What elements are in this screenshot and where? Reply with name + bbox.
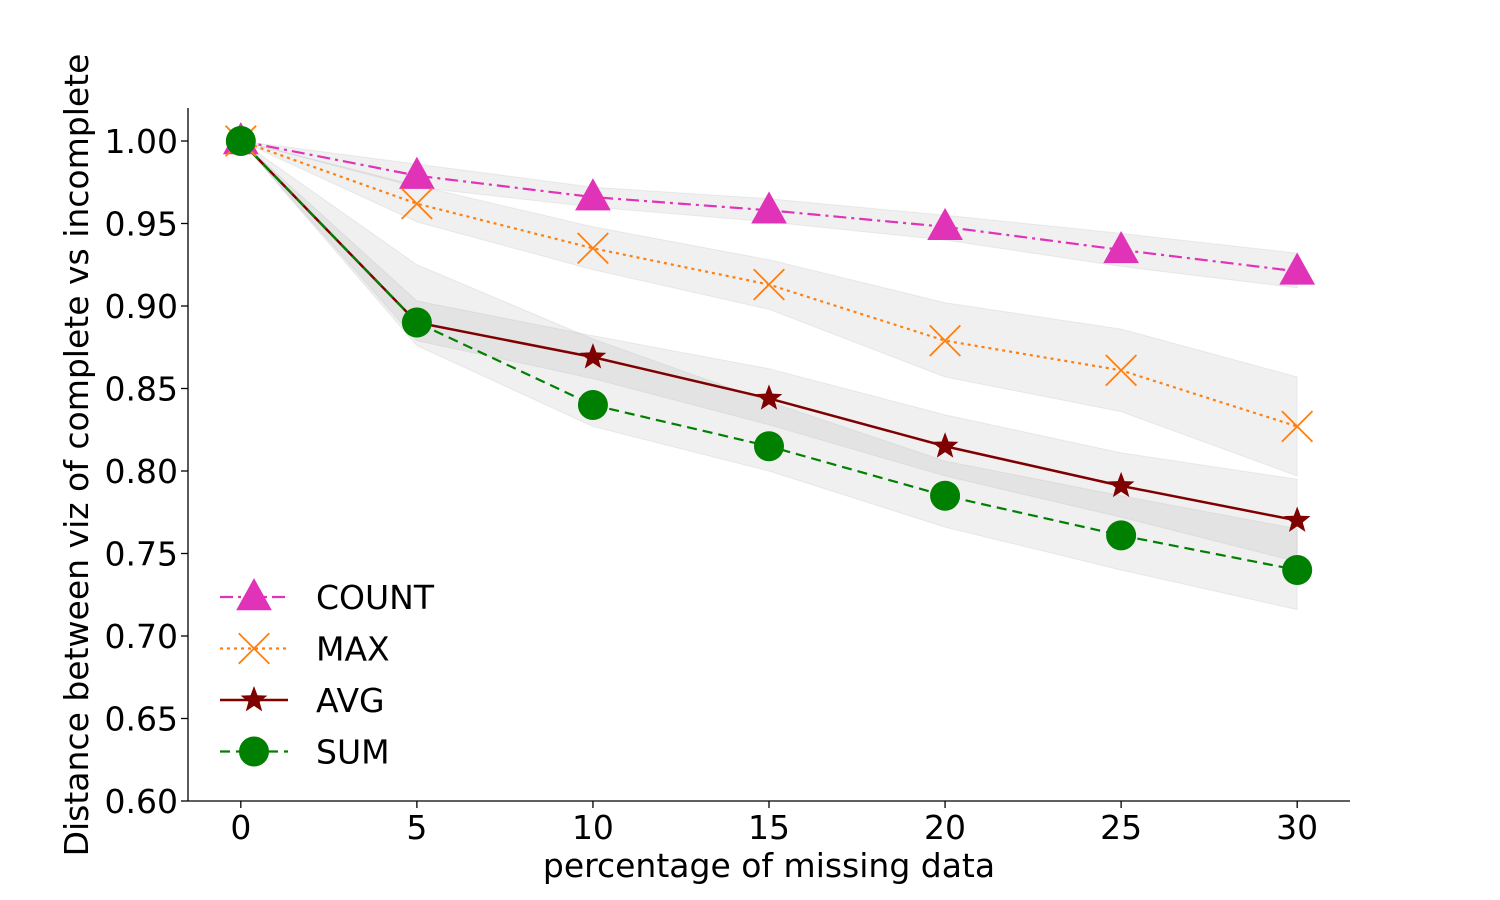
y-tick-label: 0.95 xyxy=(105,205,178,244)
legend: COUNT MAX AVG SUM xyxy=(220,578,435,772)
count-point xyxy=(927,207,963,241)
sum-point xyxy=(1106,520,1137,551)
sum-point xyxy=(1282,555,1313,585)
legend-sum-label: SUM xyxy=(316,733,390,772)
count-point xyxy=(751,191,787,224)
avg-point xyxy=(1107,471,1135,498)
count-point xyxy=(1103,231,1139,264)
avg-point xyxy=(579,343,607,369)
y-tick-label: 0.90 xyxy=(105,287,178,326)
legend-count-label: COUNT xyxy=(316,578,435,617)
sum-point xyxy=(754,431,784,462)
x-tick-label: 30 xyxy=(1276,808,1318,847)
y-tick-label: 0.65 xyxy=(105,700,178,739)
y-tick-label: 1.00 xyxy=(105,122,178,161)
legend-count-marker xyxy=(236,578,272,611)
max-point xyxy=(577,232,609,265)
count-point xyxy=(1279,252,1316,285)
x-ticks: 0 5 10 15 20 25 30 xyxy=(230,801,1318,847)
y-tick-label: 0.70 xyxy=(105,617,178,656)
legend-sum-marker xyxy=(239,736,269,767)
legend-max-label: MAX xyxy=(316,630,390,669)
avg-point xyxy=(1283,506,1311,532)
avg-point xyxy=(755,384,783,410)
y-tick-label: 0.75 xyxy=(105,535,178,574)
max-point xyxy=(1281,410,1314,443)
count-point xyxy=(575,178,611,211)
max-point xyxy=(753,268,785,301)
axes: 0 5 10 15 20 25 30 0.60 0.65 0.70 0.75 0.80 0.85 0.9… xyxy=(105,108,1350,847)
sum-point xyxy=(225,126,256,156)
max-point xyxy=(1105,354,1138,387)
x-tick-label: 20 xyxy=(924,808,966,847)
y-tick-label: 0.80 xyxy=(105,452,178,491)
sum-point xyxy=(401,307,432,338)
y-axis-label: Distance between viz of complete vs inco… xyxy=(57,54,96,857)
series-markers xyxy=(222,122,1316,585)
x-tick-label: 10 xyxy=(572,808,614,847)
y-tick-label: 0.85 xyxy=(105,370,178,409)
max-point xyxy=(400,187,433,220)
avg-point xyxy=(931,432,959,458)
x-tick-label: 25 xyxy=(1100,808,1142,847)
legend-avg-marker xyxy=(240,686,268,712)
sum-point xyxy=(577,390,608,420)
x-tick-label: 0 xyxy=(230,808,251,847)
max-point xyxy=(929,324,961,357)
count-point xyxy=(399,156,435,189)
y-tick-label: 0.60 xyxy=(105,782,178,821)
y-ticks: 0.60 0.65 0.70 0.75 0.80 0.85 0.90 0.95 1.00 xyxy=(105,122,188,821)
x-axis-label: percentage of missing data xyxy=(543,846,995,885)
legend-avg-label: AVG xyxy=(316,681,385,720)
sum-point xyxy=(930,480,961,511)
x-tick-label: 15 xyxy=(748,808,790,847)
legend-max-marker xyxy=(238,632,270,665)
x-tick-label: 5 xyxy=(406,808,427,847)
